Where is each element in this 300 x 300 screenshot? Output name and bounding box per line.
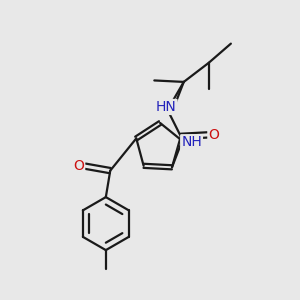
Text: O: O	[208, 128, 219, 142]
Text: NH: NH	[181, 135, 202, 149]
Text: O: O	[73, 159, 84, 172]
Text: HN: HN	[156, 100, 176, 114]
